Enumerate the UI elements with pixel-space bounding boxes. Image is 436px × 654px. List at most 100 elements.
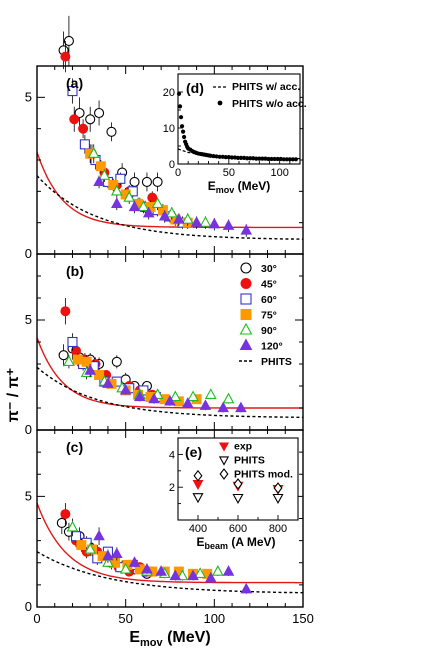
inset-d-label: (d) bbox=[186, 80, 204, 96]
data-point bbox=[204, 571, 217, 583]
panel-2: 0 5 (b) bbox=[25, 253, 304, 437]
inset-d: 0 50 100 0 10 20 Emov (MeV) (d) PHITS w/ acc. PHI… bbox=[163, 73, 307, 195]
data-point bbox=[72, 354, 83, 365]
y-tick-label: 0 bbox=[25, 422, 32, 437]
inset-d-point bbox=[248, 156, 253, 161]
y-tick-label: 5 bbox=[25, 89, 32, 104]
data-point bbox=[152, 176, 163, 187]
inset-d-legend-dot bbox=[217, 100, 223, 106]
x-axis-label-main: E bbox=[129, 629, 140, 646]
data-point bbox=[110, 184, 123, 196]
data-point bbox=[108, 180, 119, 191]
x-tick-label: 50 bbox=[118, 611, 132, 626]
data-point bbox=[63, 35, 74, 46]
data-point bbox=[119, 383, 132, 395]
series-circle-open bbox=[58, 15, 163, 192]
data-point bbox=[204, 388, 217, 399]
inset-d-x-label: Emov (MeV) bbox=[208, 179, 271, 195]
data-point bbox=[60, 306, 71, 317]
inset-d-point bbox=[226, 155, 231, 160]
x-tick-label: 0 bbox=[33, 611, 40, 626]
data-point bbox=[211, 565, 224, 576]
data-point bbox=[222, 219, 235, 230]
inset-d-x-tick-label: 0 bbox=[175, 167, 181, 179]
inset-d-point bbox=[284, 157, 289, 162]
legend-label: 120° bbox=[261, 341, 283, 353]
data-point bbox=[164, 394, 176, 406]
data-point bbox=[181, 212, 194, 224]
inset-e-phits-point bbox=[272, 493, 284, 505]
data-point bbox=[58, 350, 69, 361]
data-point bbox=[111, 547, 123, 558]
inset-d-point bbox=[217, 154, 222, 159]
panel-label: (b) bbox=[66, 263, 84, 279]
inset-e-phits-point bbox=[192, 493, 204, 504]
data-point bbox=[69, 114, 80, 125]
inset-d-legend-label: PHITS w/o acc. bbox=[232, 98, 307, 110]
inset-e-x-label-unit: (A MeV) bbox=[228, 535, 276, 549]
legend-entry: 90° bbox=[239, 322, 277, 337]
inset-d-frame bbox=[177, 73, 301, 165]
legend-entry: 60° bbox=[240, 293, 277, 306]
data-point bbox=[87, 147, 100, 158]
inset-d-point bbox=[179, 124, 185, 129]
legend-entry: 30° bbox=[240, 262, 277, 275]
inset-e-legend-marker bbox=[219, 468, 229, 480]
series-triangle-filled bbox=[93, 175, 253, 237]
inset-d-point bbox=[287, 157, 292, 162]
inset-d-point bbox=[223, 155, 228, 160]
data-point bbox=[187, 569, 199, 581]
legend-entry: 120° bbox=[239, 338, 283, 353]
inset-e-x-label-sub: beam bbox=[204, 541, 228, 551]
data-point bbox=[84, 542, 97, 554]
y-tick-label: 5 bbox=[25, 312, 32, 327]
data-point bbox=[169, 569, 182, 581]
y-tick-label: 0 bbox=[25, 246, 32, 261]
inset-d-point bbox=[241, 155, 247, 160]
inset-e-phits-mod-point bbox=[193, 469, 203, 482]
data-point bbox=[76, 540, 87, 551]
data-point bbox=[60, 509, 71, 520]
panel-label: (a) bbox=[66, 75, 83, 91]
data-point bbox=[190, 216, 203, 227]
x-axis-label: Emov (MeV) bbox=[129, 629, 210, 649]
data-point bbox=[115, 173, 126, 184]
inset-e-phits-mod-point bbox=[273, 482, 283, 494]
inset-d-point bbox=[293, 157, 299, 162]
legend-label: 60° bbox=[261, 294, 277, 306]
inset-d-point bbox=[254, 156, 259, 161]
data-point bbox=[94, 370, 105, 380]
series-square-open bbox=[67, 333, 161, 403]
fit-curve bbox=[37, 337, 303, 409]
inset-d-point bbox=[281, 157, 286, 162]
data-point bbox=[151, 197, 164, 209]
data-point bbox=[141, 176, 152, 187]
data-point bbox=[158, 209, 171, 221]
data-point bbox=[102, 549, 114, 561]
inset-d-point bbox=[176, 91, 182, 96]
data-point bbox=[67, 336, 78, 348]
inset-d-point bbox=[272, 156, 277, 162]
data-point bbox=[79, 139, 90, 150]
inset-d-point bbox=[269, 156, 274, 162]
inset-e-phits-mod-point bbox=[233, 478, 243, 490]
inset-d-y-tick-label: 20 bbox=[163, 87, 175, 99]
inset-d-point bbox=[251, 156, 256, 161]
inset-e-legend-label: PHITS bbox=[234, 455, 265, 467]
panel-curves bbox=[37, 151, 303, 240]
inset-d-point bbox=[180, 129, 186, 134]
inset-d-point bbox=[238, 155, 244, 160]
inset-d-x-label-unit: (MeV) bbox=[234, 179, 270, 193]
inset-e-x-label: Ebeam (A MeV) bbox=[196, 535, 275, 551]
data-point bbox=[181, 397, 194, 408]
inset-d-y-tick-label: 0 bbox=[169, 159, 175, 171]
data-point bbox=[106, 126, 117, 137]
data-point bbox=[199, 216, 212, 227]
data-point bbox=[111, 356, 122, 367]
inset-d-point bbox=[178, 115, 184, 120]
legend: 30° 45° 60° 75° 90° 120° PHITS bbox=[239, 262, 292, 368]
y-axis-label: π⁻ / π⁺ bbox=[5, 368, 22, 423]
inset-d-point bbox=[229, 155, 234, 160]
inset-d-point bbox=[214, 154, 219, 159]
